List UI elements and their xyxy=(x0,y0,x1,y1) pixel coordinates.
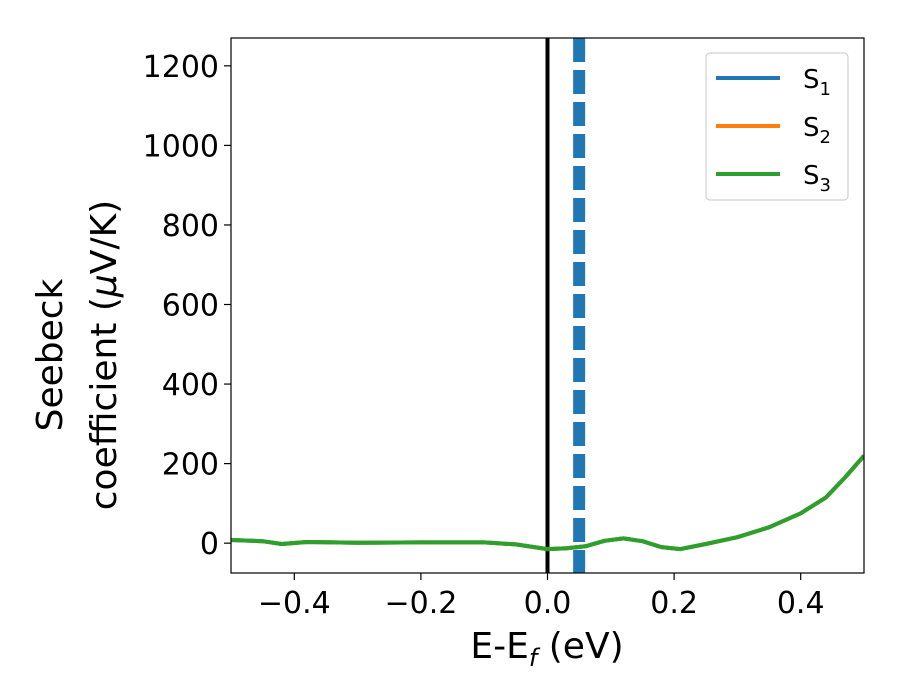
legend-label-S2: S2 xyxy=(803,113,831,148)
x-tick-label: 0.2 xyxy=(650,586,698,621)
legend-label-S1: S1 xyxy=(803,65,831,100)
plot-area xyxy=(231,38,864,573)
y-tick-label: 800 xyxy=(162,209,219,244)
y-tick-label: 1000 xyxy=(143,129,219,164)
y-tick-label: 600 xyxy=(162,289,219,324)
x-tick-label: 0.0 xyxy=(524,586,572,621)
x-axis-label: E-Ef (eV) xyxy=(470,626,623,672)
axes: −0.4 −0.2 0.0 0.2 0.4 0 200 400 600 800 1000 1200 xyxy=(143,37,865,621)
y-tick-label: 0 xyxy=(200,527,219,562)
y-tick-label: 1200 xyxy=(143,50,219,85)
y-axis-label-line1: Seebeck xyxy=(30,278,71,431)
y-tick-label: 200 xyxy=(162,448,219,483)
legend: S1 S2 S3 xyxy=(705,52,849,201)
x-tick-label: −0.2 xyxy=(384,586,457,621)
y-axis-label: Seebeck coefficient (μV/K) xyxy=(30,200,125,510)
legend-label-S3: S3 xyxy=(803,161,831,196)
plot-clip-group xyxy=(231,38,864,573)
y-axis-label-line2: coefficient (μV/K) xyxy=(84,200,125,510)
x-tick-label: −0.4 xyxy=(258,586,331,621)
series-line-S3 xyxy=(231,454,864,552)
x-tick-label: 0.4 xyxy=(777,586,825,621)
y-tick-label: 400 xyxy=(162,368,219,403)
